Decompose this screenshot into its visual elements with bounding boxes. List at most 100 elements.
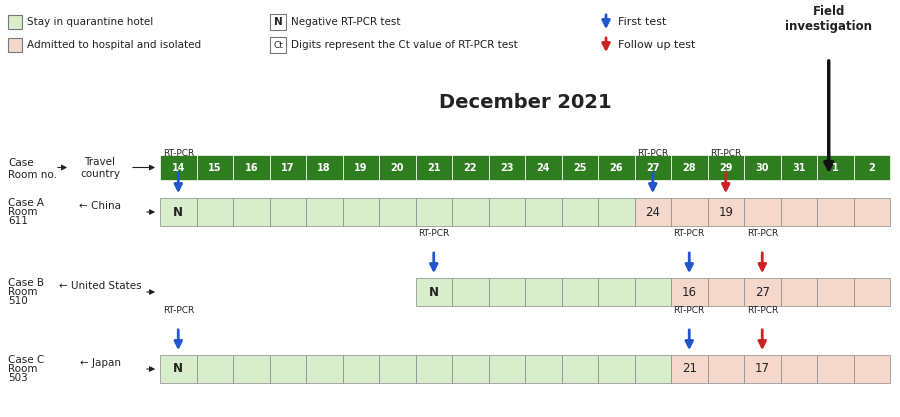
Text: 20: 20 [391,163,404,173]
FancyBboxPatch shape [780,198,817,226]
FancyBboxPatch shape [489,155,525,180]
FancyBboxPatch shape [416,355,452,383]
FancyBboxPatch shape [853,155,890,180]
FancyBboxPatch shape [416,155,452,180]
Text: Case C: Case C [8,355,44,365]
FancyBboxPatch shape [196,355,233,383]
FancyBboxPatch shape [707,355,744,383]
Text: 17: 17 [281,163,294,173]
FancyBboxPatch shape [634,355,671,383]
Text: 28: 28 [682,163,696,173]
Text: 24: 24 [645,206,661,219]
FancyBboxPatch shape [671,355,707,383]
FancyBboxPatch shape [233,155,269,180]
FancyBboxPatch shape [452,155,489,180]
FancyBboxPatch shape [196,198,233,226]
FancyBboxPatch shape [343,198,379,226]
FancyBboxPatch shape [853,355,890,383]
FancyBboxPatch shape [160,155,196,180]
Text: RT-PCR: RT-PCR [637,149,669,158]
Text: 14: 14 [172,163,185,173]
FancyBboxPatch shape [489,198,525,226]
FancyBboxPatch shape [489,355,525,383]
FancyBboxPatch shape [160,198,196,226]
Text: ← Japan: ← Japan [79,358,121,368]
FancyBboxPatch shape [379,198,416,226]
Text: 31: 31 [792,163,806,173]
Text: Room no.: Room no. [8,169,57,179]
FancyBboxPatch shape [853,278,890,306]
FancyBboxPatch shape [598,155,634,180]
FancyBboxPatch shape [562,155,598,180]
FancyBboxPatch shape [634,278,671,306]
Text: RT-PCR: RT-PCR [710,149,742,158]
Text: 2: 2 [868,163,875,173]
Text: N: N [428,286,439,299]
FancyBboxPatch shape [598,278,634,306]
Text: 24: 24 [536,163,550,173]
FancyBboxPatch shape [525,355,562,383]
Text: First test: First test [618,17,666,27]
Text: Admitted to hospital and isolated: Admitted to hospital and isolated [27,40,201,50]
Text: 17: 17 [755,362,770,375]
Text: N: N [274,17,283,27]
Text: 27: 27 [646,163,660,173]
Text: 16: 16 [245,163,258,173]
FancyBboxPatch shape [452,355,489,383]
FancyBboxPatch shape [233,355,269,383]
FancyBboxPatch shape [817,155,853,180]
Text: 1: 1 [832,163,839,173]
Text: Ct: Ct [273,40,283,50]
Text: 19: 19 [718,206,734,219]
FancyBboxPatch shape [416,198,452,226]
FancyBboxPatch shape [306,198,343,226]
Text: 29: 29 [719,163,733,173]
Text: 25: 25 [573,163,587,173]
FancyBboxPatch shape [744,355,780,383]
FancyBboxPatch shape [780,355,817,383]
FancyBboxPatch shape [196,155,233,180]
FancyBboxPatch shape [379,155,416,180]
FancyBboxPatch shape [707,198,744,226]
FancyBboxPatch shape [269,198,306,226]
FancyBboxPatch shape [270,14,286,30]
Text: ← United States: ← United States [58,281,141,291]
Text: December 2021: December 2021 [438,93,611,111]
FancyBboxPatch shape [671,278,707,306]
FancyBboxPatch shape [269,155,306,180]
Text: country: country [80,168,120,178]
Text: 30: 30 [755,163,769,173]
Text: RT-PCR: RT-PCR [163,306,194,315]
FancyBboxPatch shape [8,38,22,52]
FancyBboxPatch shape [379,355,416,383]
Text: 19: 19 [354,163,367,173]
FancyBboxPatch shape [525,278,562,306]
Text: 16: 16 [682,286,697,299]
FancyBboxPatch shape [452,278,489,306]
Text: RT-PCR: RT-PCR [163,149,194,158]
Text: Negative RT-PCR test: Negative RT-PCR test [291,17,400,27]
Text: Case: Case [8,158,33,168]
FancyBboxPatch shape [744,278,780,306]
FancyBboxPatch shape [8,15,22,29]
FancyBboxPatch shape [634,198,671,226]
FancyBboxPatch shape [817,278,853,306]
Text: RT-PCR: RT-PCR [673,229,705,238]
Text: Stay in quarantine hotel: Stay in quarantine hotel [27,17,153,27]
Text: Case B: Case B [8,278,44,288]
Text: N: N [173,206,184,219]
FancyBboxPatch shape [343,355,379,383]
FancyBboxPatch shape [306,355,343,383]
FancyBboxPatch shape [671,155,707,180]
FancyBboxPatch shape [780,155,817,180]
FancyBboxPatch shape [744,155,780,180]
FancyBboxPatch shape [160,355,196,383]
FancyBboxPatch shape [671,198,707,226]
FancyBboxPatch shape [306,155,343,180]
FancyBboxPatch shape [744,198,780,226]
Text: RT-PCR: RT-PCR [418,229,449,238]
FancyBboxPatch shape [343,155,379,180]
FancyBboxPatch shape [780,278,817,306]
FancyBboxPatch shape [525,198,562,226]
Text: Room: Room [8,287,38,297]
